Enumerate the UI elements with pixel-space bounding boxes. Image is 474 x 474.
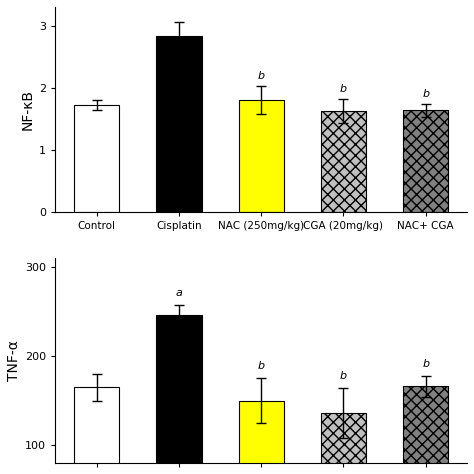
Bar bbox=[74, 387, 119, 474]
Text: b: b bbox=[340, 371, 347, 381]
Text: a: a bbox=[175, 288, 182, 298]
Bar bbox=[403, 386, 448, 474]
Bar bbox=[156, 36, 201, 211]
Text: b: b bbox=[422, 89, 429, 99]
Text: b: b bbox=[422, 359, 429, 369]
Bar bbox=[403, 110, 448, 211]
Bar bbox=[238, 100, 284, 211]
Bar bbox=[156, 315, 201, 474]
Y-axis label: NF-κB: NF-κB bbox=[21, 89, 35, 130]
Bar bbox=[321, 111, 366, 211]
Text: b: b bbox=[257, 71, 264, 81]
Bar bbox=[238, 401, 284, 474]
Bar bbox=[74, 105, 119, 211]
Y-axis label: TNF-α: TNF-α bbox=[7, 340, 21, 381]
Bar bbox=[321, 413, 366, 474]
Text: b: b bbox=[257, 362, 264, 372]
Text: b: b bbox=[340, 83, 347, 93]
